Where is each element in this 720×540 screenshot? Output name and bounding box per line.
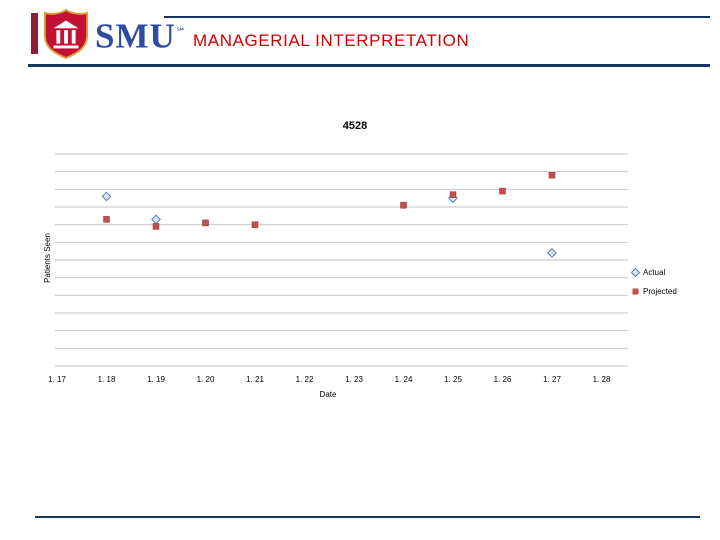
square-marker-icon (632, 288, 639, 295)
chart-title: 4528 (342, 120, 368, 132)
data-point-projected (400, 201, 407, 209)
x-tick-label: 1. 22 (296, 375, 314, 384)
footer-rule (35, 516, 700, 518)
x-tick-label: 1. 28 (593, 375, 611, 384)
plot-area: 1. 17 1. 18 1. 19 1. 20 1. 21 1. 22 1. 23 1. 24… (48, 153, 628, 384)
smu-shield-icon (43, 9, 89, 59)
x-tick-label: 1. 23 (345, 375, 363, 384)
x-tick-label: 1. 19 (147, 375, 165, 384)
data-point-actual (151, 214, 161, 225)
data-point-projected (548, 171, 556, 179)
data-point-projected (251, 221, 259, 228)
logo-accent-bar (31, 13, 38, 54)
scatter-chart: 4528 1. 17 1. 18 1. 19 1. 20 1. 21 1. 22 1. 23… (40, 118, 640, 418)
x-tick-label: 1. 26 (494, 375, 512, 384)
diamond-marker-icon (631, 268, 640, 277)
x-tick-label: 1. 25 (444, 375, 462, 384)
data-point-projected (202, 219, 209, 227)
x-tick-label: 1. 20 (197, 375, 215, 384)
x-tick-label: 1. 24 (395, 375, 413, 384)
smu-wordmark: SMU℠ (95, 14, 187, 56)
header-bottom-rule (28, 64, 710, 67)
data-point-projected (499, 187, 506, 195)
y-axis-label: Patients Seen (43, 233, 52, 283)
data-point-actual (101, 191, 112, 202)
x-tick-label: 1. 17 (48, 375, 66, 384)
data-point-actual (547, 248, 557, 258)
data-point-projected (103, 216, 110, 223)
data-point-projected (152, 223, 160, 230)
service-mark-symbol: ℠ (175, 27, 187, 38)
legend-item-actual: Actual (631, 263, 677, 282)
chart-legend: Actual Projected (631, 263, 677, 301)
header-top-rule (164, 16, 710, 18)
legend-item-projected: Projected (631, 282, 677, 301)
x-axis-label: Date (319, 390, 337, 399)
x-tick-label: 1. 18 (98, 375, 116, 384)
legend-label-actual: Actual (643, 268, 666, 277)
data-point-projected (449, 191, 457, 198)
smu-wordmark-text: SMU (95, 16, 176, 56)
legend-label-projected: Projected (643, 287, 677, 296)
x-tick-label: 1. 21 (246, 375, 264, 384)
slide-title: MANAGERIAL INTERPRETATION (193, 31, 470, 50)
x-tick-label: 1. 27 (543, 375, 561, 384)
